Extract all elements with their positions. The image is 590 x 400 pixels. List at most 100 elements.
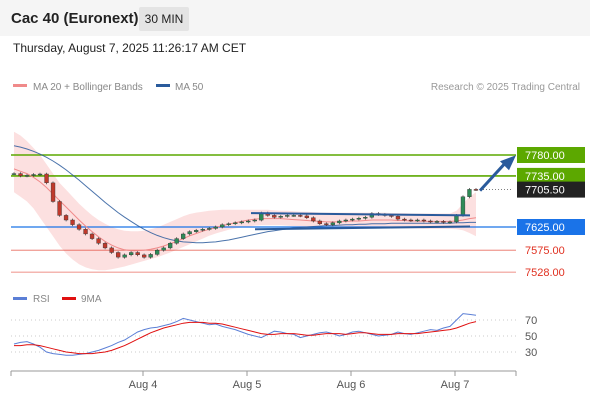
candle-body — [460, 196, 466, 216]
price-tag-text-7780.00: 7780.00 — [525, 150, 565, 162]
candle-body — [285, 215, 290, 217]
x-axis: Aug 4 Aug 5 Aug 6 Aug 7 — [10, 370, 517, 391]
candle-body — [428, 220, 433, 223]
rsi-axis-label-30: 30 — [525, 347, 537, 359]
candle-body — [226, 223, 231, 225]
candle-body — [37, 173, 43, 176]
candle-body — [454, 215, 459, 223]
price-tag-7780.00 — [517, 147, 585, 163]
candle-body — [291, 215, 296, 217]
candle-body — [272, 215, 277, 218]
candle-body — [44, 173, 49, 184]
ma50-legend-swatch — [156, 84, 170, 87]
bollinger-bands — [14, 131, 476, 271]
price-tag-text-7625.00: 7625.00 — [525, 222, 565, 234]
channel-lower-trendline — [254, 225, 471, 231]
candle-body — [193, 230, 199, 232]
rsi-line — [13, 313, 477, 356]
candle-body — [220, 224, 225, 228]
rsi-ma-legend-label: 9MA — [81, 294, 102, 305]
projection-arrow-head — [500, 155, 516, 171]
candle-body — [135, 252, 140, 255]
candle-body — [233, 222, 238, 225]
rsi-panel: 70 50 30 — [11, 313, 537, 359]
support-label-7528.00: 7528.00 — [525, 267, 565, 279]
candle-body — [317, 220, 322, 224]
rsi-ma-legend-swatch — [62, 297, 76, 300]
candle-body — [50, 182, 56, 202]
candle-body — [278, 216, 283, 218]
x-axis-label: Aug 7 — [441, 379, 470, 391]
timeframe-badge[interactable]: 30 MIN — [139, 7, 189, 31]
candle-body — [467, 189, 472, 197]
ma20-legend-swatch — [13, 84, 27, 87]
candle-body — [421, 219, 427, 222]
candle-body — [148, 254, 153, 258]
candle-body — [161, 247, 166, 251]
bollinger-band-fill — [14, 131, 476, 271]
price-tag-text-7735.00: 7735.00 — [525, 171, 565, 183]
price-labels: 7780.00 7735.00 7705.50 7625.00 7575.00 7528.… — [517, 147, 585, 279]
candle-body — [128, 252, 134, 255]
price-levels — [11, 154, 516, 273]
candle-body — [89, 233, 95, 239]
candle-body — [24, 175, 30, 177]
rsi-axis-label-70: 70 — [525, 315, 537, 327]
candle-body — [70, 219, 75, 225]
price-tag-7735.00 — [517, 167, 585, 184]
rsi-axis-label-50: 50 — [525, 331, 537, 343]
candle-body — [330, 222, 335, 225]
chart-header: Cac 40 (Euronext) 30 MIN — [0, 0, 590, 36]
candle-body — [311, 217, 316, 222]
candle-body — [213, 226, 218, 229]
candle-body — [200, 229, 205, 231]
candle-body — [252, 219, 257, 222]
trendlines — [250, 155, 516, 231]
candle-body — [115, 252, 121, 258]
candle-body — [57, 201, 62, 216]
rsi-legend-swatch — [13, 297, 27, 300]
candle-body — [154, 249, 160, 255]
ma20-line — [13, 168, 477, 252]
candle-body — [11, 173, 17, 175]
candle-body — [122, 254, 127, 258]
candle-body — [141, 254, 147, 258]
instrument-title: Cac 40 (Euronext) — [11, 10, 139, 27]
candle-body — [356, 217, 361, 220]
channel-upper-trendline — [250, 212, 471, 217]
x-axis-label: Aug 6 — [337, 379, 366, 391]
candle-body — [324, 223, 329, 225]
candle-body — [18, 173, 23, 177]
x-axis-label: Aug 4 — [129, 379, 158, 391]
candle-body — [102, 243, 108, 249]
candle-body — [363, 216, 368, 219]
price-tag-7625.00 — [517, 219, 585, 235]
candle-body — [343, 219, 348, 222]
candle-body — [31, 174, 36, 176]
timestamp: Thursday, August 7, 2025 11:26:17 AM CET — [13, 41, 247, 55]
candle-body — [207, 228, 212, 230]
candle-body — [96, 238, 101, 244]
projection-arrow-shaft — [478, 162, 507, 192]
candle-body — [187, 231, 192, 235]
rsi-ma-line — [14, 321, 477, 355]
candle-body — [304, 215, 309, 218]
candle-body — [180, 233, 186, 239]
candle-body — [441, 221, 446, 223]
candle-body — [109, 247, 114, 253]
candle-body — [63, 215, 69, 221]
candle-body — [246, 220, 251, 223]
candle-body — [83, 229, 88, 235]
moving-averages — [13, 145, 477, 252]
candle-body — [408, 219, 414, 222]
candle-body — [395, 216, 401, 220]
candle-body — [434, 221, 440, 223]
x-axis-label: Aug 5 — [233, 379, 262, 391]
candle-body — [337, 220, 342, 224]
candle-body — [167, 243, 173, 249]
candle-body — [174, 238, 179, 244]
candle-body — [447, 221, 453, 224]
candle-body — [415, 219, 420, 222]
